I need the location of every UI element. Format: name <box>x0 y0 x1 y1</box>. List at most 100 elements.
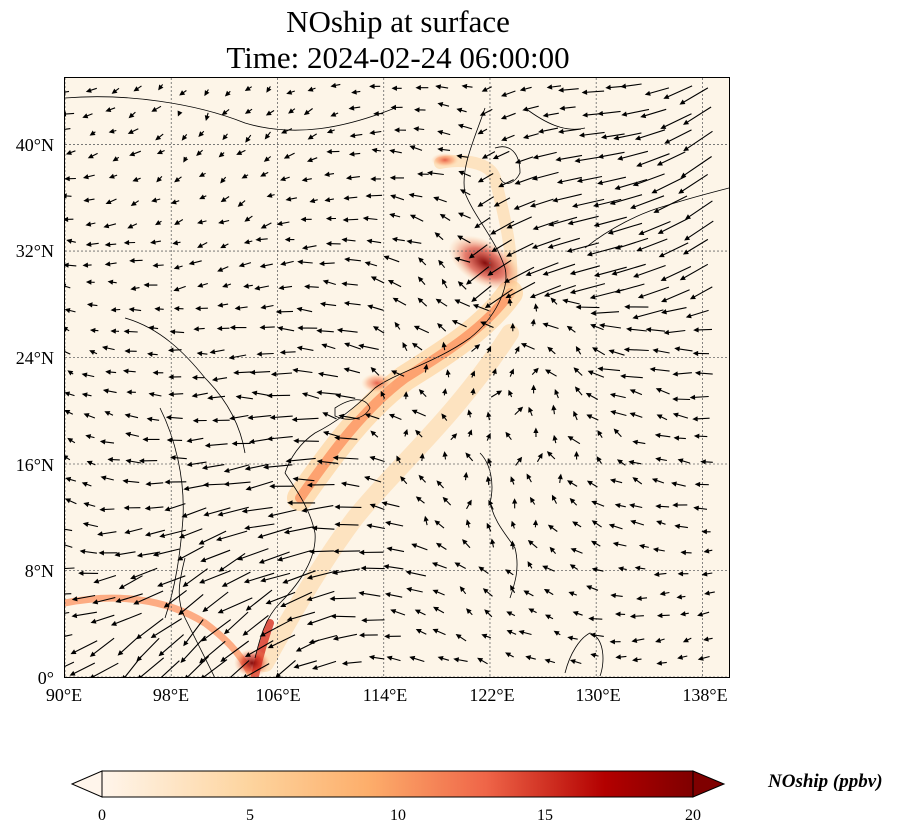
wind-arrow <box>672 371 692 377</box>
wind-arrow <box>566 325 576 333</box>
wind-arrow <box>544 614 554 620</box>
wind-arrow <box>388 413 402 421</box>
wind-arrow <box>158 634 184 657</box>
wind-arrow <box>418 257 427 266</box>
wind-arrow <box>694 370 713 376</box>
wind-arrow <box>329 595 357 602</box>
wind-arrow <box>311 660 337 670</box>
wind-arrow <box>638 220 671 235</box>
wind-arrow <box>343 367 361 374</box>
wind-arrow <box>237 548 269 561</box>
wind-arrow <box>335 393 356 399</box>
wind-arrow <box>415 496 425 504</box>
wind-arrow <box>481 633 491 639</box>
wind-arrow <box>694 481 709 487</box>
colorbar-extend-min <box>70 770 103 798</box>
wind-arrow <box>104 261 117 267</box>
wind-arrow <box>510 476 516 485</box>
wind-arrow <box>259 324 275 331</box>
wind-arrow <box>267 509 297 518</box>
wind-arrow <box>700 459 713 465</box>
wind-arrow <box>244 640 274 658</box>
wind-arrow <box>322 279 336 286</box>
wind-arrow <box>342 217 359 223</box>
wind-arrow <box>554 389 560 399</box>
wind-arrow <box>437 146 451 153</box>
wind-arrow <box>223 611 249 635</box>
wind-arrow <box>125 431 140 437</box>
wind-arrow <box>191 392 208 398</box>
wind-arrow <box>220 640 250 662</box>
wind-arrow <box>238 262 252 268</box>
wind-arrow <box>65 476 77 482</box>
wind-arrow <box>177 110 183 117</box>
wind-arrow <box>520 343 535 350</box>
wind-arrow <box>259 263 273 269</box>
wind-arrow <box>485 432 491 441</box>
wind-arrow <box>655 456 667 462</box>
wind-arrow <box>478 566 489 575</box>
wind-arrow <box>550 297 558 305</box>
wind-arrow <box>630 519 645 526</box>
wind-arrow <box>297 325 318 331</box>
wind-arrow <box>656 612 670 619</box>
wind-arrow <box>409 655 425 663</box>
wind-arrow <box>180 635 206 664</box>
wind-arrow <box>324 197 335 203</box>
wind-arrow <box>186 437 204 444</box>
wind-arrow <box>108 128 117 134</box>
wind-arrow <box>415 429 423 438</box>
wind-arrow <box>128 111 136 119</box>
wind-arrow <box>276 549 312 562</box>
wind-arrow <box>624 304 649 310</box>
wind-arrow <box>142 436 160 442</box>
wind-arrow <box>283 526 314 535</box>
wind-arrow <box>306 157 318 163</box>
wind-arrow <box>65 193 72 199</box>
wind-arrow <box>168 347 182 353</box>
wind-arrow <box>629 613 644 619</box>
wind-arrow <box>454 299 471 307</box>
wind-arrow <box>552 434 558 444</box>
wind-arrow <box>266 86 272 93</box>
wind-arrow <box>487 259 512 276</box>
wind-arrow <box>436 480 445 489</box>
wind-arrow <box>245 480 274 491</box>
wind-arrow <box>65 90 70 95</box>
wind-arrow <box>590 310 620 316</box>
wind-arrow <box>506 611 516 617</box>
wind-arrow <box>138 657 165 677</box>
wind-arrow <box>431 562 447 569</box>
wind-arrow <box>332 455 359 461</box>
wind-arrow <box>434 232 444 241</box>
wind-arrow <box>481 151 496 159</box>
wind-arrow <box>672 396 691 402</box>
wind-arrow <box>394 127 407 133</box>
wind-arrow <box>348 105 361 111</box>
wind-arrow <box>569 265 600 276</box>
wind-arrow <box>249 369 271 375</box>
wind-arrow <box>479 108 493 116</box>
wind-arrow <box>297 259 313 265</box>
wind-arrow <box>685 309 709 319</box>
wind-arrow <box>514 156 534 164</box>
wind-arrow <box>629 503 643 509</box>
wind-arrow <box>381 501 400 508</box>
wind-arrow <box>664 129 692 144</box>
wind-arrow <box>457 212 471 219</box>
wind-arrow <box>514 345 520 354</box>
wind-arrow <box>680 549 692 556</box>
wind-arrow <box>411 342 423 351</box>
wind-arrow <box>308 634 338 644</box>
wind-arrow <box>531 171 559 181</box>
wind-arrow <box>530 318 536 327</box>
wind-arrow <box>661 307 687 315</box>
wind-arrow <box>122 655 142 677</box>
wind-arrow <box>614 503 626 509</box>
wind-arrow <box>671 481 686 487</box>
wind-arrow <box>65 542 73 548</box>
wind-arrow <box>616 459 626 466</box>
wind-arrow <box>559 105 576 111</box>
wind-arrow <box>87 152 98 159</box>
wind-arrow <box>471 285 492 302</box>
